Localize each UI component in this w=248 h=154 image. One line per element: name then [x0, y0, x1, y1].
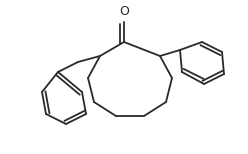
Text: O: O [119, 5, 129, 18]
